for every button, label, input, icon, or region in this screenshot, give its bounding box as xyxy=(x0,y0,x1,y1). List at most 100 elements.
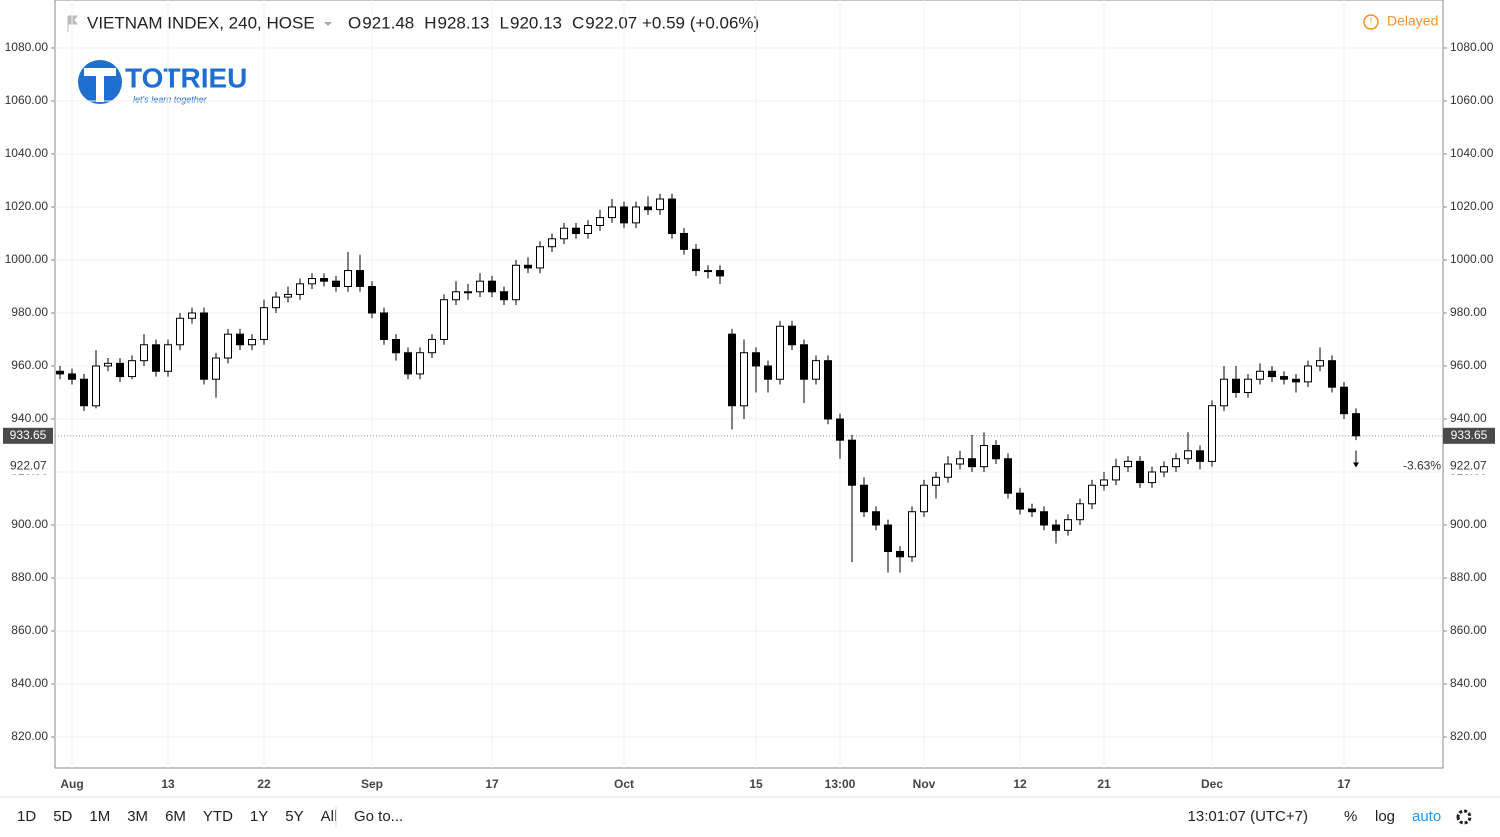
delayed-icon xyxy=(1363,14,1379,30)
y2-tick-label: 880.00 xyxy=(1450,570,1487,584)
y-tick-label: 960.00 xyxy=(11,358,48,372)
candle-body xyxy=(692,248,700,272)
candle-body xyxy=(464,291,472,294)
candle-body xyxy=(164,344,172,372)
y2-tick-label: 820.00 xyxy=(1450,729,1487,743)
x-tick-label: 13 xyxy=(161,777,175,791)
x-tick-label: 13:00 xyxy=(825,777,856,791)
candle-body xyxy=(944,463,952,478)
logo-tagline: let's learn together xyxy=(133,94,208,104)
candle-body xyxy=(812,360,820,380)
candle-body xyxy=(608,206,616,219)
x-tick-label: Aug xyxy=(60,777,83,791)
ohlc-value: 921.48 xyxy=(362,13,414,32)
ohlc-legend: O 921.48 H 928.13 L 920.13 C 922.07 xyxy=(348,13,637,32)
candle-body xyxy=(956,458,964,465)
range-button[interactable]: 5Y xyxy=(285,808,303,825)
candle-body xyxy=(404,352,412,375)
candle-body xyxy=(740,352,748,407)
y2-tick-label: 980.00 xyxy=(1450,305,1487,319)
range-button[interactable]: 5D xyxy=(53,808,72,825)
candle-body xyxy=(920,484,928,513)
candle-body xyxy=(1328,360,1336,388)
candle-body xyxy=(752,352,760,367)
percent-button[interactable]: % xyxy=(1344,808,1357,825)
candle-body xyxy=(764,365,772,380)
goto-button[interactable]: Go to... xyxy=(354,808,403,825)
range-button[interactable]: YTD xyxy=(203,808,233,825)
y-tick-label: 1000.00 xyxy=(5,252,49,266)
ohlc-key: H xyxy=(424,13,436,32)
candle-body xyxy=(908,511,916,558)
range-button[interactable]: 1M xyxy=(89,808,110,825)
candle-body xyxy=(284,293,292,298)
candle-body xyxy=(80,378,88,407)
candle-body xyxy=(1268,370,1276,378)
candle-body xyxy=(416,352,424,375)
candle-body xyxy=(1064,519,1072,531)
candle-body xyxy=(776,325,784,380)
candle-body xyxy=(1280,376,1288,380)
candle-body xyxy=(728,333,736,407)
x-tick-label: Sep xyxy=(361,777,383,791)
clock: 13:01:07 (UTC+7) xyxy=(1188,808,1308,825)
ohlc-value: 920.13 xyxy=(510,13,562,32)
candle-body xyxy=(932,476,940,486)
symbol[interactable]: VIETNAM INDEX, 240, HOSE xyxy=(87,13,315,32)
y2-tick-label: 960.00 xyxy=(1450,358,1487,372)
candle-body xyxy=(1232,378,1240,393)
settings-icon[interactable] xyxy=(1456,809,1472,825)
candle-body xyxy=(1208,405,1216,462)
x-tick-label: 21 xyxy=(1097,777,1111,791)
candle-body xyxy=(140,344,148,362)
x-tick-label: 15 xyxy=(749,777,763,791)
candle-body xyxy=(1292,378,1300,383)
log-button[interactable]: log xyxy=(1375,808,1395,825)
candle-body xyxy=(1196,450,1204,462)
candle-body xyxy=(1160,466,1168,473)
candle-body xyxy=(800,344,808,380)
y2-tick-label: 1080.00 xyxy=(1450,40,1494,54)
candle-body xyxy=(248,338,256,346)
candle-body xyxy=(632,206,640,224)
range-button[interactable]: 6M xyxy=(165,808,186,825)
range-button[interactable]: 1D xyxy=(17,808,36,825)
candle-body xyxy=(68,373,76,380)
y-tick-label: 820.00 xyxy=(11,729,48,743)
ohlc-key: C xyxy=(572,13,584,32)
last-price-label: 922.07 xyxy=(10,459,47,473)
symbol-dropdown[interactable] xyxy=(324,22,332,26)
candle-body xyxy=(344,270,352,287)
candle-body xyxy=(1304,365,1312,383)
candle-body xyxy=(1256,370,1264,380)
candle-body xyxy=(536,246,544,269)
y-tick-label: 880.00 xyxy=(11,570,48,584)
range-button[interactable]: 3M xyxy=(127,808,148,825)
y-tick-label: 1040.00 xyxy=(5,146,49,160)
candle-body xyxy=(1352,413,1360,437)
last-price-mask xyxy=(1,458,54,475)
candle-body xyxy=(860,484,868,513)
reference-label-right: 933.65 xyxy=(1451,428,1488,442)
delayed-mark: ! xyxy=(1370,17,1373,28)
candle-body xyxy=(188,312,196,319)
candle-body xyxy=(1340,386,1348,415)
candle-body xyxy=(200,312,208,380)
candle-body xyxy=(488,280,496,293)
y2-tick-label: 1060.00 xyxy=(1450,93,1494,107)
last-price-arrowhead xyxy=(1353,462,1359,468)
range-button[interactable]: All xyxy=(321,808,338,825)
candle-body xyxy=(1076,503,1084,521)
candle-body xyxy=(680,232,688,250)
candle-body xyxy=(668,198,676,234)
candle-body xyxy=(644,206,652,211)
candle-body xyxy=(1028,508,1036,513)
candle-body xyxy=(1244,378,1252,393)
candle-body xyxy=(452,291,460,301)
candle-body xyxy=(620,206,628,224)
y-tick-label: 860.00 xyxy=(11,623,48,637)
auto-button[interactable]: auto xyxy=(1412,808,1441,825)
candle-body xyxy=(1040,511,1048,526)
range-button[interactable]: 1Y xyxy=(250,808,268,825)
